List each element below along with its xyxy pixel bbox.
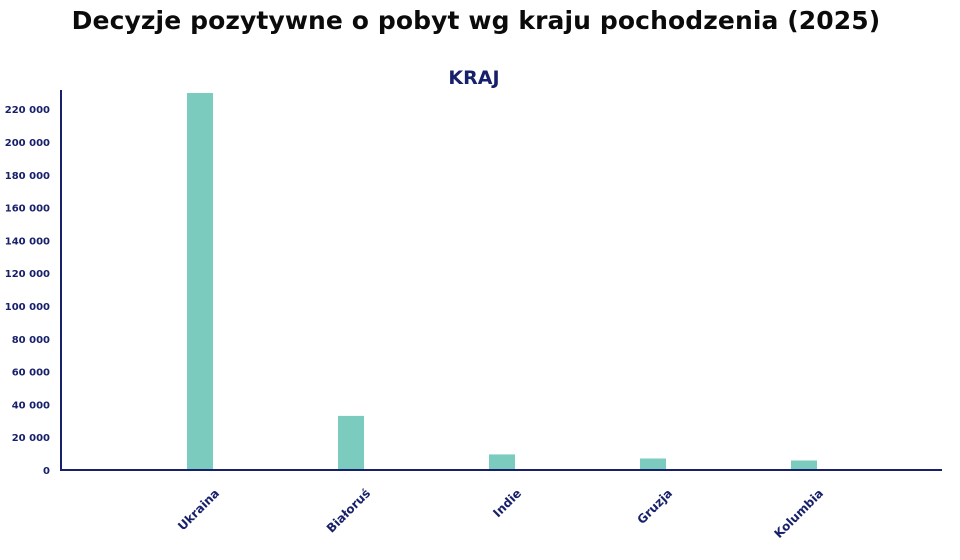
- y-tick-label: 220 000: [5, 105, 50, 116]
- y-tick-label: 80 000: [12, 335, 50, 346]
- y-tick-label: 100 000: [5, 302, 50, 313]
- x-tick-label: Białoruś: [324, 486, 373, 535]
- y-tick-label: 200 000: [5, 138, 50, 149]
- y-axis-ticks: 0 20 000 40 000 60 000 80 000 100 000 120 000 1…: [5, 105, 50, 477]
- y-tick-label: 60 000: [12, 368, 50, 379]
- y-tick-label: 20 000: [12, 433, 50, 444]
- chart-title: Decyzje pozytywne o pobyt wg kraju pocho…: [71, 6, 881, 35]
- x-axis-ticks: Ukraina Białoruś Indie Gruzja Kolumbia: [175, 486, 826, 541]
- bar-1: [338, 415, 364, 470]
- y-tick-label: 120 000: [5, 269, 50, 280]
- bar-3: [640, 458, 666, 470]
- y-tick-label: 0: [43, 466, 50, 477]
- x-tick-label: Gruzja: [634, 486, 675, 527]
- bar-0: [187, 93, 213, 470]
- bar-4: [791, 460, 817, 470]
- x-tick-label: Kolumbia: [771, 486, 826, 541]
- y-tick-label: 140 000: [5, 236, 50, 247]
- bar-2: [489, 454, 515, 470]
- chart-subtitle: KRAJ: [448, 67, 499, 89]
- y-tick-label: 160 000: [5, 204, 50, 215]
- x-tick-label: Indie: [490, 486, 524, 520]
- y-tick-label: 180 000: [5, 171, 50, 182]
- bars: [187, 93, 817, 470]
- x-tick-label: Ukraina: [175, 486, 222, 533]
- y-tick-label: 40 000: [12, 400, 50, 411]
